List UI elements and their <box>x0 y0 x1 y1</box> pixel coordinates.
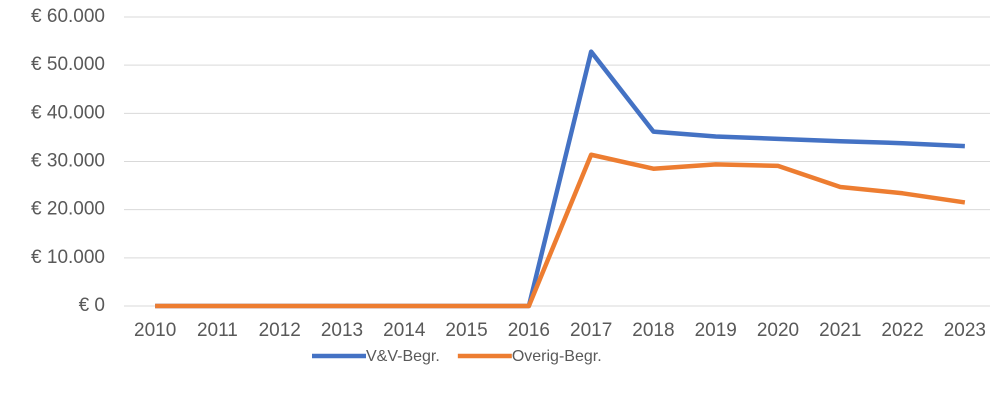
x-tick-label: 2016 <box>508 320 550 341</box>
x-tick-label: 2020 <box>757 320 799 341</box>
y-tick-label: € 40.000 <box>31 102 105 123</box>
y-tick-label: € 0 <box>79 295 105 316</box>
x-tick-label: 2023 <box>944 320 986 341</box>
x-tick-label: 2011 <box>197 320 238 341</box>
y-tick-label: € 20.000 <box>31 199 105 220</box>
x-tick-label: 2022 <box>881 320 923 341</box>
series-line <box>155 49 965 309</box>
x-tick-label: 2018 <box>632 320 674 341</box>
y-tick-label: € 60.000 <box>31 6 105 27</box>
series-line <box>155 152 966 309</box>
x-tick-label: 2015 <box>445 320 487 341</box>
x-tick-label: 2012 <box>259 320 301 341</box>
y-tick-label: € 10.000 <box>31 247 105 268</box>
x-tick-label: 2019 <box>695 320 737 341</box>
legend-label: V&V-Begr. <box>366 348 440 365</box>
x-tick-label: 2021 <box>819 320 861 341</box>
x-tick-label: 2017 <box>570 320 612 341</box>
x-tick-label: 2013 <box>321 320 363 341</box>
y-tick-label: € 50.000 <box>31 54 105 75</box>
y-tick-label: € 30.000 <box>31 151 105 172</box>
legend-label: Overig-Begr. <box>512 348 602 365</box>
x-tick-label: 2010 <box>134 320 176 341</box>
x-tick-label: 2014 <box>383 320 426 341</box>
